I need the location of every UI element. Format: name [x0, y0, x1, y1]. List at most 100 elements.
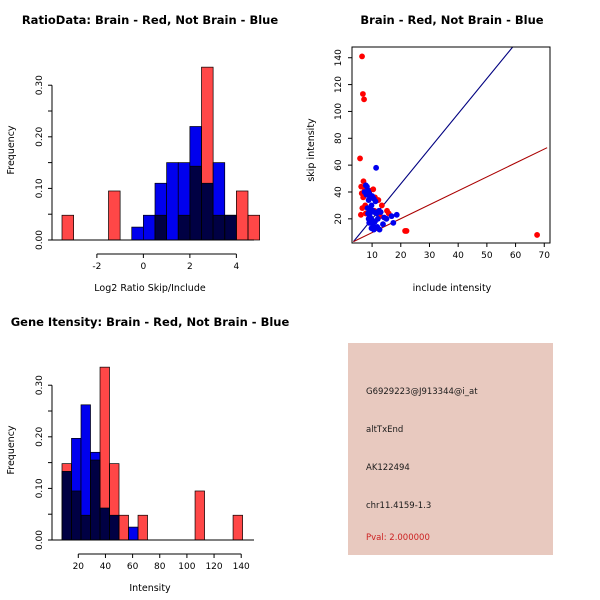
y-axis-tick-label: 0.00	[35, 230, 45, 250]
x-axis-tick-label: 0	[141, 262, 147, 272]
scatter-point-brain	[360, 91, 366, 97]
scatter-point-brain	[370, 186, 377, 193]
scatter-point-not-brain	[365, 197, 372, 203]
gene-info-panel: G6929223@J913344@i_at altTxEnd AK122494 …	[300, 300, 600, 600]
ratio-histogram-xlabel: Log2 Ratio Skip/Include	[94, 283, 206, 294]
x-axis-tick-label: 20	[73, 562, 85, 572]
gene-info-box: G6929223@J913344@i_at altTxEnd AK122494 …	[348, 343, 553, 555]
ratio-histogram-svg: RatioData: Brain - Red, Not Brain - Blue…	[6, 13, 279, 294]
y-axis-tick-label: 0.10	[35, 478, 45, 498]
scatter-point-brain	[534, 232, 540, 238]
y-axis-tick-label: 100	[334, 103, 344, 120]
ratio-histogram-panel: RatioData: Brain - Red, Not Brain - Blue…	[0, 0, 300, 300]
y-axis-tick-label: 0.20	[35, 127, 45, 147]
scatter-point-brain	[359, 205, 366, 211]
histogram-bar-not-brain	[128, 526, 139, 541]
scatter-point-not-brain	[372, 198, 379, 205]
histogram-bar-brain	[236, 190, 249, 241]
x-axis-tick-label: 2	[187, 262, 193, 272]
histogram-bar-brain	[154, 214, 167, 241]
scatter-point-not-brain	[373, 164, 380, 171]
y-axis-tick-label: 0.30	[35, 75, 45, 95]
scatter-point-brain	[378, 202, 385, 209]
y-axis-tick-label: 40	[334, 186, 344, 198]
scatter-point-not-brain	[380, 221, 386, 228]
histogram-bar-brain	[232, 514, 243, 541]
gene-histogram-panel: Gene Itensity: Brain - Red, Not Brain - …	[0, 300, 300, 600]
histogram-bar-brain	[80, 514, 91, 541]
histogram-bar-brain	[109, 463, 120, 541]
x-axis-tick-label: 50	[481, 251, 493, 261]
y-axis-tick-label: 0.30	[35, 375, 45, 395]
histogram-bar-not-brain	[143, 214, 156, 241]
scatter-point-brain	[357, 211, 364, 218]
y-axis-tick-label: 80	[334, 132, 344, 144]
histogram-bar-not-brain	[166, 162, 179, 241]
scatter-axes: 20 40 60 80 100 120 140 10 20 30 40 50 60 70	[334, 46, 551, 261]
histogram-bar-brain	[61, 463, 72, 541]
gene-histogram-xlabel: Intensity	[129, 583, 171, 594]
scatter-points	[357, 53, 540, 238]
histogram-bar-brain	[108, 190, 121, 241]
histogram-bar-brain	[212, 214, 226, 241]
event-type-text: altTxEnd	[366, 425, 404, 435]
ratio-histogram-ylabel: Frequency	[6, 125, 17, 174]
x-axis-tick-label: -2	[92, 262, 101, 272]
scatter-xlabel: include intensity	[413, 283, 492, 294]
x-axis-tick-label: 80	[154, 562, 166, 572]
histogram-bar-brain	[247, 214, 260, 241]
pval-text: Pval: 2.000000	[366, 533, 430, 543]
scatter-point-brain	[359, 53, 365, 60]
scatter-point-brain	[361, 96, 367, 103]
gene-histogram-ylabel: Frequency	[6, 425, 17, 474]
scatter-point-not-brain	[390, 219, 397, 226]
scatter-point-not-brain	[377, 209, 384, 216]
scatter-ylabel: skip intensity	[306, 118, 317, 182]
y-axis-tick-label: 0.10	[35, 178, 45, 198]
scatter-plot-box	[351, 46, 551, 244]
x-axis-tick-label: 70	[539, 251, 551, 261]
probe-id-text: G6929223@J913344@i_at	[366, 387, 478, 397]
histogram-bar-brain	[90, 459, 101, 541]
x-axis-tick-label: 40	[452, 251, 464, 261]
histogram-bar-brain	[201, 66, 214, 241]
x-axis-tick-label: 10	[366, 251, 378, 261]
gene-histogram-bars	[61, 366, 243, 541]
scatter-point-not-brain	[370, 226, 377, 233]
y-axis-tick-label: 0.00	[35, 530, 45, 550]
histogram-bar-brain	[99, 366, 110, 541]
scatter-point-not-brain	[376, 226, 383, 233]
histogram-bar-brain	[118, 514, 129, 541]
x-axis-tick-label: 140	[233, 562, 250, 572]
accession-text: AK122494	[366, 463, 410, 473]
scatter-point-not-brain	[393, 211, 400, 218]
histogram-bar-brain	[189, 165, 202, 241]
histogram-bar-brain	[177, 214, 191, 241]
y-axis-tick-label: 60	[334, 159, 344, 171]
scatter-point-not-brain	[383, 215, 390, 222]
x-axis-tick-label: 4	[234, 262, 240, 272]
y-axis-tick-label: 20	[334, 213, 344, 225]
locus-text: chr11.4159-1.3	[366, 501, 432, 511]
histogram-bar-not-brain	[131, 226, 144, 241]
y-axis-tick-label: 120	[334, 76, 344, 93]
gene-histogram-axes: 0.00 0.10 0.20 0.30 20 40 60 80 100 120 140	[35, 375, 254, 572]
scatter-point-not-brain	[374, 215, 381, 222]
scatter-point-not-brain	[366, 219, 373, 226]
ratio-histogram-title: RatioData: Brain - Red, Not Brain - Blue	[22, 13, 279, 27]
x-axis-tick-label: 60	[510, 251, 522, 261]
scatter-point-brain	[357, 155, 363, 162]
x-axis-tick-label: 20	[395, 251, 407, 261]
gene-histogram-title: Gene Itensity: Brain - Red, Not Brain - …	[11, 315, 290, 329]
histogram-bar-brain	[194, 490, 205, 541]
x-axis-tick-label: 60	[127, 562, 139, 572]
y-axis-tick-label: 0.20	[35, 427, 45, 447]
x-axis-tick-label: 120	[205, 562, 222, 572]
scatter-point-brain	[403, 228, 410, 234]
scatter-title: Brain - Red, Not Brain - Blue	[360, 13, 543, 27]
gene-histogram-svg: Gene Itensity: Brain - Red, Not Brain - …	[6, 315, 290, 594]
histogram-bar-brain	[71, 490, 82, 541]
scatter-point-brain	[358, 183, 365, 190]
x-axis-tick-label: 100	[178, 562, 195, 572]
scatter-fit-line	[353, 147, 548, 243]
